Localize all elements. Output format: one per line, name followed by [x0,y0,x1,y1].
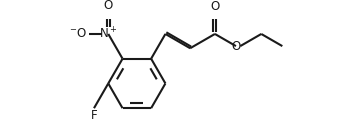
Text: $^{-}$O: $^{-}$O [70,27,88,40]
Text: O: O [210,0,219,13]
Text: N$^+$: N$^+$ [99,26,118,42]
Text: F: F [90,109,97,122]
Text: O: O [231,40,241,53]
Text: O: O [104,0,113,12]
